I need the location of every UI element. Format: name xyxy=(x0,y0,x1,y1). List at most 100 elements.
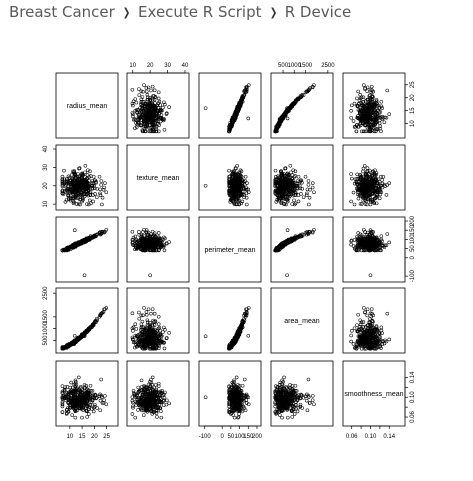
point xyxy=(142,126,147,131)
point xyxy=(368,273,373,278)
point xyxy=(145,110,150,115)
point xyxy=(148,273,152,278)
point xyxy=(163,102,167,107)
point xyxy=(147,126,152,130)
point xyxy=(161,105,165,110)
point xyxy=(292,198,296,203)
point xyxy=(227,126,231,131)
breadcrumb-item-module[interactable]: Execute R Script xyxy=(138,3,262,21)
panel-0-0 xyxy=(55,72,119,139)
point xyxy=(152,231,157,235)
point xyxy=(85,173,90,177)
point xyxy=(361,95,366,100)
point xyxy=(140,104,144,108)
point xyxy=(157,99,162,104)
point xyxy=(359,129,364,134)
point xyxy=(361,198,366,203)
point xyxy=(300,94,304,98)
point xyxy=(131,117,136,122)
point xyxy=(311,181,315,185)
point xyxy=(153,112,158,116)
panel-3-0 xyxy=(55,287,119,354)
point xyxy=(139,100,144,104)
point xyxy=(349,199,353,204)
point xyxy=(152,109,156,114)
point xyxy=(162,248,167,253)
point xyxy=(162,346,167,351)
point xyxy=(203,106,208,110)
point xyxy=(361,129,366,134)
point xyxy=(97,174,102,179)
point xyxy=(235,163,239,168)
point xyxy=(139,89,144,94)
point xyxy=(72,333,77,338)
breadcrumb-item-dataset[interactable]: Breast Cancer xyxy=(9,3,115,21)
point xyxy=(159,116,164,121)
point xyxy=(387,240,391,245)
point xyxy=(158,115,162,120)
point xyxy=(95,195,99,200)
point xyxy=(284,110,288,115)
point xyxy=(243,174,248,179)
point xyxy=(294,100,298,104)
point xyxy=(144,86,149,90)
point xyxy=(243,88,248,93)
point xyxy=(103,181,107,185)
point xyxy=(351,119,356,123)
point xyxy=(387,112,391,116)
point xyxy=(238,100,242,104)
point xyxy=(275,126,279,131)
point xyxy=(231,118,235,122)
point xyxy=(374,97,379,102)
point xyxy=(306,88,311,93)
point xyxy=(385,88,390,93)
point xyxy=(306,179,311,183)
point xyxy=(152,88,157,93)
point xyxy=(243,89,248,94)
point xyxy=(82,273,87,278)
point xyxy=(137,310,141,315)
point xyxy=(85,202,89,206)
point xyxy=(137,230,141,234)
point xyxy=(133,322,138,326)
point xyxy=(161,118,166,123)
point xyxy=(275,124,280,129)
point xyxy=(300,186,304,191)
point xyxy=(148,106,152,110)
point xyxy=(142,115,147,120)
point xyxy=(362,129,367,134)
point xyxy=(158,103,163,107)
point xyxy=(384,115,389,120)
point xyxy=(149,88,153,93)
point xyxy=(385,232,390,236)
point xyxy=(236,105,240,109)
point xyxy=(362,163,367,168)
point xyxy=(98,191,102,196)
point xyxy=(91,199,95,204)
point xyxy=(137,120,141,125)
point xyxy=(72,228,77,232)
point xyxy=(131,114,135,119)
point xyxy=(156,96,161,101)
point xyxy=(273,168,278,173)
point xyxy=(137,87,141,91)
point xyxy=(227,124,231,129)
point xyxy=(145,93,150,97)
point xyxy=(285,273,289,278)
point xyxy=(144,116,149,121)
panel-2-3 xyxy=(270,216,334,283)
point xyxy=(138,115,142,120)
point xyxy=(371,122,376,126)
point xyxy=(382,120,387,125)
point xyxy=(312,83,316,87)
point xyxy=(142,83,146,87)
point xyxy=(368,93,372,97)
point xyxy=(151,103,156,107)
point xyxy=(145,318,150,323)
point xyxy=(139,107,144,112)
point xyxy=(380,106,384,110)
point xyxy=(296,199,301,204)
point xyxy=(295,96,300,101)
point xyxy=(143,124,148,129)
diagonal-label-radius_mean: radius_mean xyxy=(67,103,108,110)
